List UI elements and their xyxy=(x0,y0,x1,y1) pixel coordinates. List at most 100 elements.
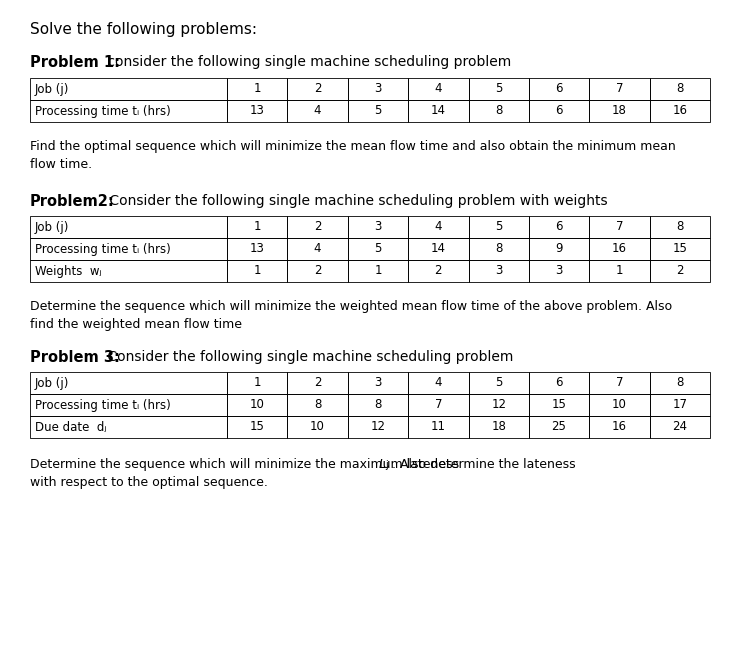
Bar xyxy=(288,78,348,100)
Bar xyxy=(30,260,227,282)
Bar xyxy=(227,216,288,238)
Text: Job (j): Job (j) xyxy=(35,82,70,96)
Bar xyxy=(227,260,288,282)
Bar xyxy=(30,78,227,100)
Text: 5: 5 xyxy=(495,377,502,389)
Text: Find the optimal sequence which will minimize the mean flow time and also obtain: Find the optimal sequence which will min… xyxy=(30,140,676,153)
Text: Consider the following single machine scheduling problem: Consider the following single machine sc… xyxy=(103,350,513,364)
Text: 14: 14 xyxy=(431,104,446,118)
Bar xyxy=(649,238,710,260)
Text: 16: 16 xyxy=(612,242,627,256)
Text: 5: 5 xyxy=(495,82,502,96)
Text: 1: 1 xyxy=(253,82,261,96)
Text: 1: 1 xyxy=(616,264,623,278)
Text: 9: 9 xyxy=(556,242,563,256)
Bar xyxy=(227,78,288,100)
Text: 15: 15 xyxy=(552,399,567,411)
Bar xyxy=(589,372,649,394)
Bar xyxy=(288,372,348,394)
Bar xyxy=(468,78,529,100)
Text: Determine the sequence which will minimize the maximum lateness: Determine the sequence which will minimi… xyxy=(30,458,463,471)
Text: 15: 15 xyxy=(673,242,687,256)
Bar xyxy=(589,100,649,122)
Bar xyxy=(589,416,649,438)
Text: 4: 4 xyxy=(314,242,321,256)
Bar xyxy=(529,394,589,416)
Text: 6: 6 xyxy=(556,82,563,96)
Text: 10: 10 xyxy=(310,421,325,434)
Bar xyxy=(649,260,710,282)
Bar xyxy=(408,372,468,394)
Bar xyxy=(348,100,408,122)
Text: Processing time tᵢ (hrs): Processing time tᵢ (hrs) xyxy=(35,104,171,118)
Text: 11: 11 xyxy=(431,421,446,434)
Text: 2: 2 xyxy=(676,264,684,278)
Bar xyxy=(348,216,408,238)
Bar xyxy=(468,100,529,122)
Bar xyxy=(649,416,710,438)
Bar xyxy=(288,100,348,122)
Text: 18: 18 xyxy=(612,104,627,118)
Text: 6: 6 xyxy=(556,104,563,118)
Text: Problem2:: Problem2: xyxy=(30,194,115,209)
Text: 8: 8 xyxy=(676,82,684,96)
Bar xyxy=(227,416,288,438)
Bar xyxy=(529,100,589,122)
Text: flow time.: flow time. xyxy=(30,158,92,171)
Bar xyxy=(288,216,348,238)
Text: 1: 1 xyxy=(253,221,261,233)
Bar xyxy=(30,216,227,238)
Bar xyxy=(30,372,227,394)
Text: 8: 8 xyxy=(676,221,684,233)
Text: 4: 4 xyxy=(314,104,321,118)
Text: with respect to the optimal sequence.: with respect to the optimal sequence. xyxy=(30,476,268,489)
Text: 12: 12 xyxy=(491,399,507,411)
Bar xyxy=(468,260,529,282)
Bar xyxy=(529,416,589,438)
Text: 2: 2 xyxy=(314,377,321,389)
Bar xyxy=(589,238,649,260)
Text: 3: 3 xyxy=(374,221,381,233)
Text: 2: 2 xyxy=(314,221,321,233)
Text: 25: 25 xyxy=(552,421,567,434)
Text: Processing time tᵢ (hrs): Processing time tᵢ (hrs) xyxy=(35,399,171,411)
Text: Solve the following problems:: Solve the following problems: xyxy=(30,22,257,37)
Bar xyxy=(227,372,288,394)
Text: 3: 3 xyxy=(556,264,563,278)
Text: 8: 8 xyxy=(676,377,684,389)
Text: 7: 7 xyxy=(435,399,442,411)
Text: Problem 3:: Problem 3: xyxy=(30,350,120,365)
Bar xyxy=(529,372,589,394)
Text: 7: 7 xyxy=(616,82,623,96)
Bar xyxy=(649,100,710,122)
Bar xyxy=(529,238,589,260)
Text: 2: 2 xyxy=(435,264,442,278)
Bar xyxy=(589,216,649,238)
Text: 1: 1 xyxy=(253,264,261,278)
Bar xyxy=(348,260,408,282)
Text: 13: 13 xyxy=(250,104,265,118)
Text: 5: 5 xyxy=(374,242,381,256)
Text: 4: 4 xyxy=(435,221,442,233)
Text: 6: 6 xyxy=(556,221,563,233)
Text: 10: 10 xyxy=(612,399,627,411)
Bar xyxy=(468,372,529,394)
Text: consider the following single machine scheduling problem: consider the following single machine sc… xyxy=(103,55,511,69)
Bar xyxy=(649,394,710,416)
Bar xyxy=(348,78,408,100)
Bar xyxy=(30,100,227,122)
Bar xyxy=(288,238,348,260)
Bar xyxy=(408,78,468,100)
Bar xyxy=(649,372,710,394)
Text: Determine the sequence which will minimize the weighted mean flow time of the ab: Determine the sequence which will minimi… xyxy=(30,300,672,313)
Text: 8: 8 xyxy=(495,242,502,256)
Text: . Also determine the lateness: . Also determine the lateness xyxy=(392,458,575,471)
Text: 5: 5 xyxy=(495,221,502,233)
Text: 7: 7 xyxy=(616,377,623,389)
Bar xyxy=(288,416,348,438)
Text: Weights  wⱼ: Weights wⱼ xyxy=(35,264,102,278)
Bar xyxy=(348,372,408,394)
Text: 4: 4 xyxy=(435,82,442,96)
Text: 10: 10 xyxy=(250,399,265,411)
Bar xyxy=(408,100,468,122)
